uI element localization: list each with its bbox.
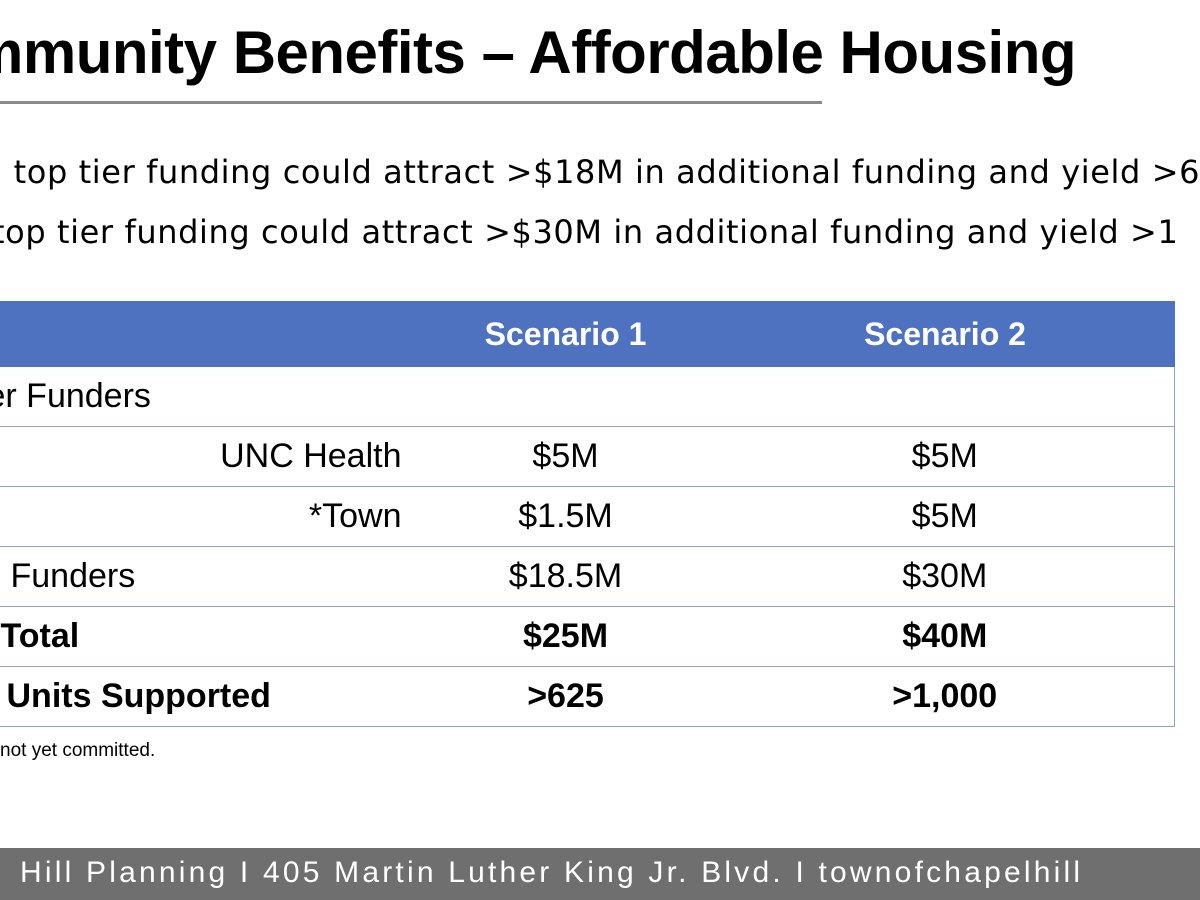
footer-text: Hill Planning I 405 Martin Luther King J… (20, 856, 1084, 889)
header-label-cell (0, 301, 416, 367)
row-scenario-2-value: $5M (715, 486, 1175, 547)
row-scenario-1-value: $1.5M (415, 486, 716, 547)
table-header-row: Scenario 1 Scenario 2 (0, 301, 1175, 367)
row-label: Funders (0, 546, 416, 607)
row-label: Units Supported (0, 666, 416, 727)
bullet-scenario-1: n top tier funding could attract >$18M i… (0, 153, 1200, 191)
row-scenario-1-value: >625 (415, 666, 716, 727)
table-row-total: Total $25M $40M (0, 606, 1175, 667)
header-scenario-2: Scenario 2 (715, 301, 1175, 367)
table-row: er Funders (0, 366, 1175, 427)
table-row-units: Units Supported >625 >1,000 (0, 666, 1175, 727)
row-scenario-2-value (715, 366, 1175, 427)
row-label: Total (0, 606, 416, 667)
header-scenario-1: Scenario 1 (415, 301, 716, 367)
table-row: *Town $1.5M $5M (0, 486, 1175, 547)
row-scenario-2-value: >1,000 (715, 666, 1175, 727)
row-scenario-2-value: $30M (715, 546, 1175, 607)
row-scenario-1-value (415, 366, 716, 427)
row-scenario-2-value: $40M (715, 606, 1175, 667)
row-scenario-1-value: $25M (415, 606, 716, 667)
footer-bar: Hill Planning I 405 Martin Luther King J… (0, 848, 1200, 900)
row-label: *Town (0, 486, 416, 547)
slide-title: mmunity Benefits – Affordable Housing (0, 19, 1077, 86)
title-underline (0, 101, 822, 104)
row-scenario-2-value: $5M (715, 426, 1175, 487)
funding-table: Scenario 1 Scenario 2 er Funders UNC Hea… (0, 301, 1175, 727)
footnote: not yet committed. (0, 740, 156, 761)
row-scenario-1-value: $18.5M (415, 546, 716, 607)
bullet-scenario-2: top tier funding could attract >$30M in … (0, 213, 1179, 251)
row-label: UNC Health (0, 426, 416, 487)
row-label: er Funders (0, 366, 416, 427)
row-scenario-1-value: $5M (415, 426, 716, 487)
table-row: UNC Health $5M $5M (0, 426, 1175, 487)
table-row: Funders $18.5M $30M (0, 546, 1175, 607)
